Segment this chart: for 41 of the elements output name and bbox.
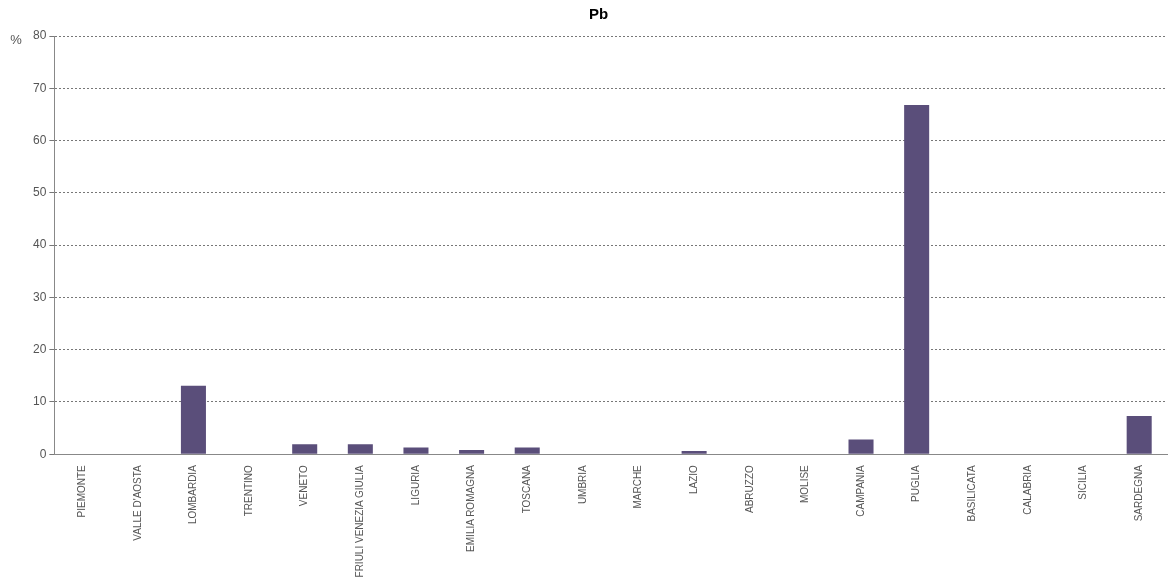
bar xyxy=(848,439,874,454)
bar xyxy=(292,444,318,454)
x-tick-label: CAMPANIA xyxy=(854,464,866,517)
x-tick-label: SICILIA xyxy=(1077,464,1089,500)
y-tick-label: 70 xyxy=(32,80,47,95)
x-tick-label: LAZIO xyxy=(687,464,699,495)
x-tick-label: MOLISE xyxy=(799,464,811,503)
y-axis-title: % xyxy=(10,31,23,47)
x-tick-label: ABRUZZO xyxy=(743,464,755,513)
x-tick-label: UMBRIA xyxy=(576,464,588,505)
bar xyxy=(904,105,930,454)
x-tick-label: BASILICATA xyxy=(966,464,978,522)
bar xyxy=(514,447,540,454)
bar xyxy=(180,385,206,454)
bar xyxy=(347,444,373,454)
y-tick-label: 80 xyxy=(32,28,47,43)
x-tick-label: PUGLIA xyxy=(910,464,922,502)
x-tick-label: EMILIA ROMAGNA xyxy=(465,464,477,552)
bar xyxy=(459,450,485,454)
x-tick-label: LOMBARDIA xyxy=(187,464,199,525)
x-tick-label: LIGURIA xyxy=(409,464,421,506)
y-tick-label: 0 xyxy=(39,446,47,461)
x-tick-label: VENETO xyxy=(298,464,310,507)
bar xyxy=(403,447,429,454)
y-tick-label: 40 xyxy=(32,237,47,252)
y-tick-label: 20 xyxy=(32,341,47,356)
bar xyxy=(1126,416,1152,454)
chart-title: Pb xyxy=(588,5,609,23)
x-tick-label: FRIULI VENEZIA GIULIA xyxy=(354,464,366,578)
y-tick-label: 60 xyxy=(32,132,47,147)
x-tick-label: CALABRIA xyxy=(1021,464,1033,515)
y-tick-label: 30 xyxy=(32,289,47,304)
x-tick-label: TRENTINO xyxy=(242,464,254,517)
y-tick-label: 10 xyxy=(32,394,47,409)
x-tick-label: PIEMONTE xyxy=(75,464,87,518)
x-tick-label: VALLE D'AOSTA xyxy=(131,464,143,541)
bar xyxy=(681,451,707,454)
y-tick-label: 50 xyxy=(32,185,47,200)
x-tick-label: TOSCANA xyxy=(520,464,532,514)
x-tick-label: MARCHE xyxy=(632,464,644,509)
x-tick-label: SARDEGNA xyxy=(1132,464,1144,522)
